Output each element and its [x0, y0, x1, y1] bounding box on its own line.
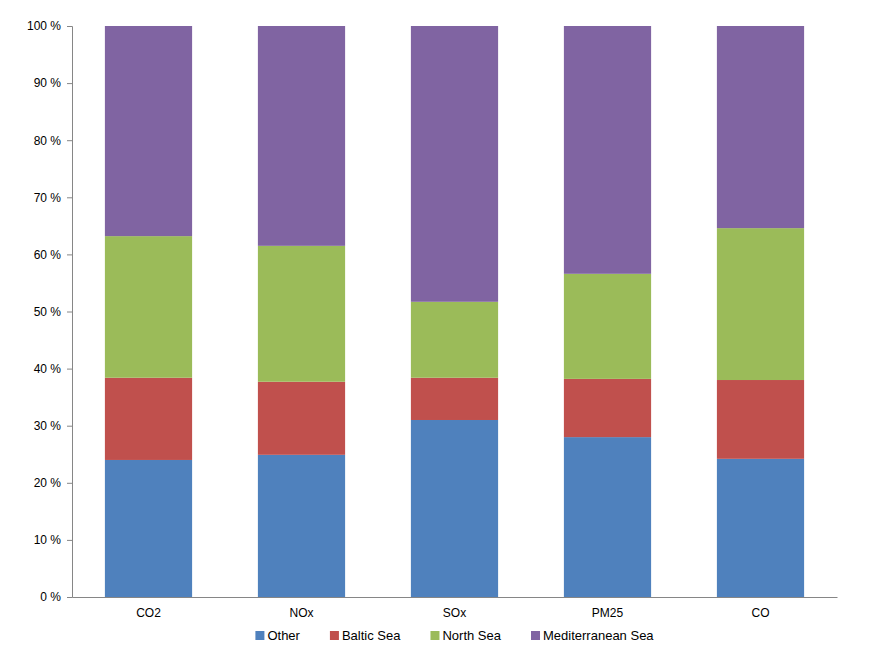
- bar: [105, 26, 192, 236]
- tick-label: SOx: [443, 606, 466, 620]
- legend-item: Baltic Sea: [330, 628, 401, 643]
- bar: [258, 382, 345, 455]
- tick-label: 60 %: [34, 248, 62, 262]
- tick: 0 %: [40, 590, 72, 604]
- bar: [717, 380, 804, 459]
- bars: [105, 26, 804, 597]
- bar: [258, 26, 345, 246]
- tick-label: 50 %: [34, 305, 62, 319]
- x-axis: CO2 NOx SOx PM25 CO: [73, 597, 838, 620]
- tick-mark: [67, 140, 72, 141]
- legend-label: Mediterranean Sea: [543, 628, 654, 643]
- tick-label: 100 %: [27, 19, 61, 33]
- bar: [717, 459, 804, 597]
- legend-swatch: [255, 631, 264, 640]
- legend-swatch: [330, 631, 339, 640]
- tick-label: 20 %: [34, 476, 62, 490]
- legend-item: North Sea: [430, 628, 501, 643]
- tick-mark: [67, 197, 72, 198]
- tick: 30 %: [34, 419, 72, 433]
- tick: PM25: [592, 597, 624, 620]
- bar: [411, 378, 498, 420]
- bar: [717, 26, 804, 228]
- tick-label: PM25: [592, 606, 624, 620]
- axis-line: [67, 27, 73, 598]
- bar: [411, 26, 498, 302]
- series: [105, 378, 804, 460]
- tick: 50 %: [34, 305, 72, 319]
- bar: [411, 302, 498, 378]
- bar: [564, 26, 651, 274]
- axis-line: [73, 597, 838, 598]
- bar: [564, 274, 651, 379]
- tick-label: CO: [752, 606, 770, 620]
- legend-label: Other: [267, 628, 300, 643]
- tick: 70 %: [34, 191, 72, 205]
- series: [105, 420, 804, 597]
- legend-swatch: [531, 631, 540, 640]
- tick-mark: [67, 369, 72, 370]
- bar: [105, 236, 192, 378]
- bar: [564, 379, 651, 437]
- tick: 100 %: [27, 19, 72, 33]
- legend-item: Other: [255, 628, 300, 643]
- tick-mark: [67, 540, 72, 541]
- tick: CO2: [136, 597, 161, 620]
- y-axis: 0 % 10 % 20 % 30 % 40 % 50 % 60 % 70 % 80 % 90 % 1…: [27, 19, 73, 604]
- tick-mark: [67, 312, 72, 313]
- legend-item: Mediterranean Sea: [531, 628, 654, 643]
- tick-label: 90 %: [34, 76, 62, 90]
- tick: NOx: [290, 597, 314, 620]
- tick-mark: [67, 83, 72, 84]
- tick-label: 10 %: [34, 533, 62, 547]
- bar: [105, 460, 192, 597]
- bar: [258, 455, 345, 597]
- tick-label: 40 %: [34, 362, 62, 376]
- bar: [105, 378, 192, 460]
- legend-label: Baltic Sea: [342, 628, 401, 643]
- tick-mark: [67, 483, 72, 484]
- bar: [411, 420, 498, 597]
- tick-label: NOx: [290, 606, 314, 620]
- tick: 10 %: [34, 533, 72, 547]
- tick-label: 30 %: [34, 419, 62, 433]
- tick-mark: [67, 597, 72, 598]
- tick: SOx: [443, 597, 466, 620]
- bar: [717, 228, 804, 380]
- tick-label: CO2: [136, 606, 161, 620]
- tick: 60 %: [34, 248, 72, 262]
- tick-label: 70 %: [34, 191, 62, 205]
- tick: CO: [752, 597, 770, 620]
- tick: 80 %: [34, 134, 72, 148]
- bar: [564, 437, 651, 597]
- tick: 90 %: [34, 76, 72, 90]
- legend-label: North Sea: [442, 628, 501, 643]
- bar: [258, 246, 345, 382]
- series: [105, 26, 804, 302]
- tick-label: 0 %: [40, 590, 61, 604]
- tick-label: 80 %: [34, 134, 62, 148]
- chart: 0 % 10 % 20 % 30 % 40 % 50 % 60 % 70 % 80 % 90 % 1…: [0, 0, 882, 657]
- tick: 20 %: [34, 476, 72, 490]
- tick-mark: [67, 254, 72, 255]
- tick-mark: [67, 26, 72, 27]
- legend: Other Baltic Sea North Sea Mediterranean Se…: [255, 628, 654, 643]
- tick: 40 %: [34, 362, 72, 376]
- tick-mark: [67, 426, 72, 427]
- legend-swatch: [430, 631, 439, 640]
